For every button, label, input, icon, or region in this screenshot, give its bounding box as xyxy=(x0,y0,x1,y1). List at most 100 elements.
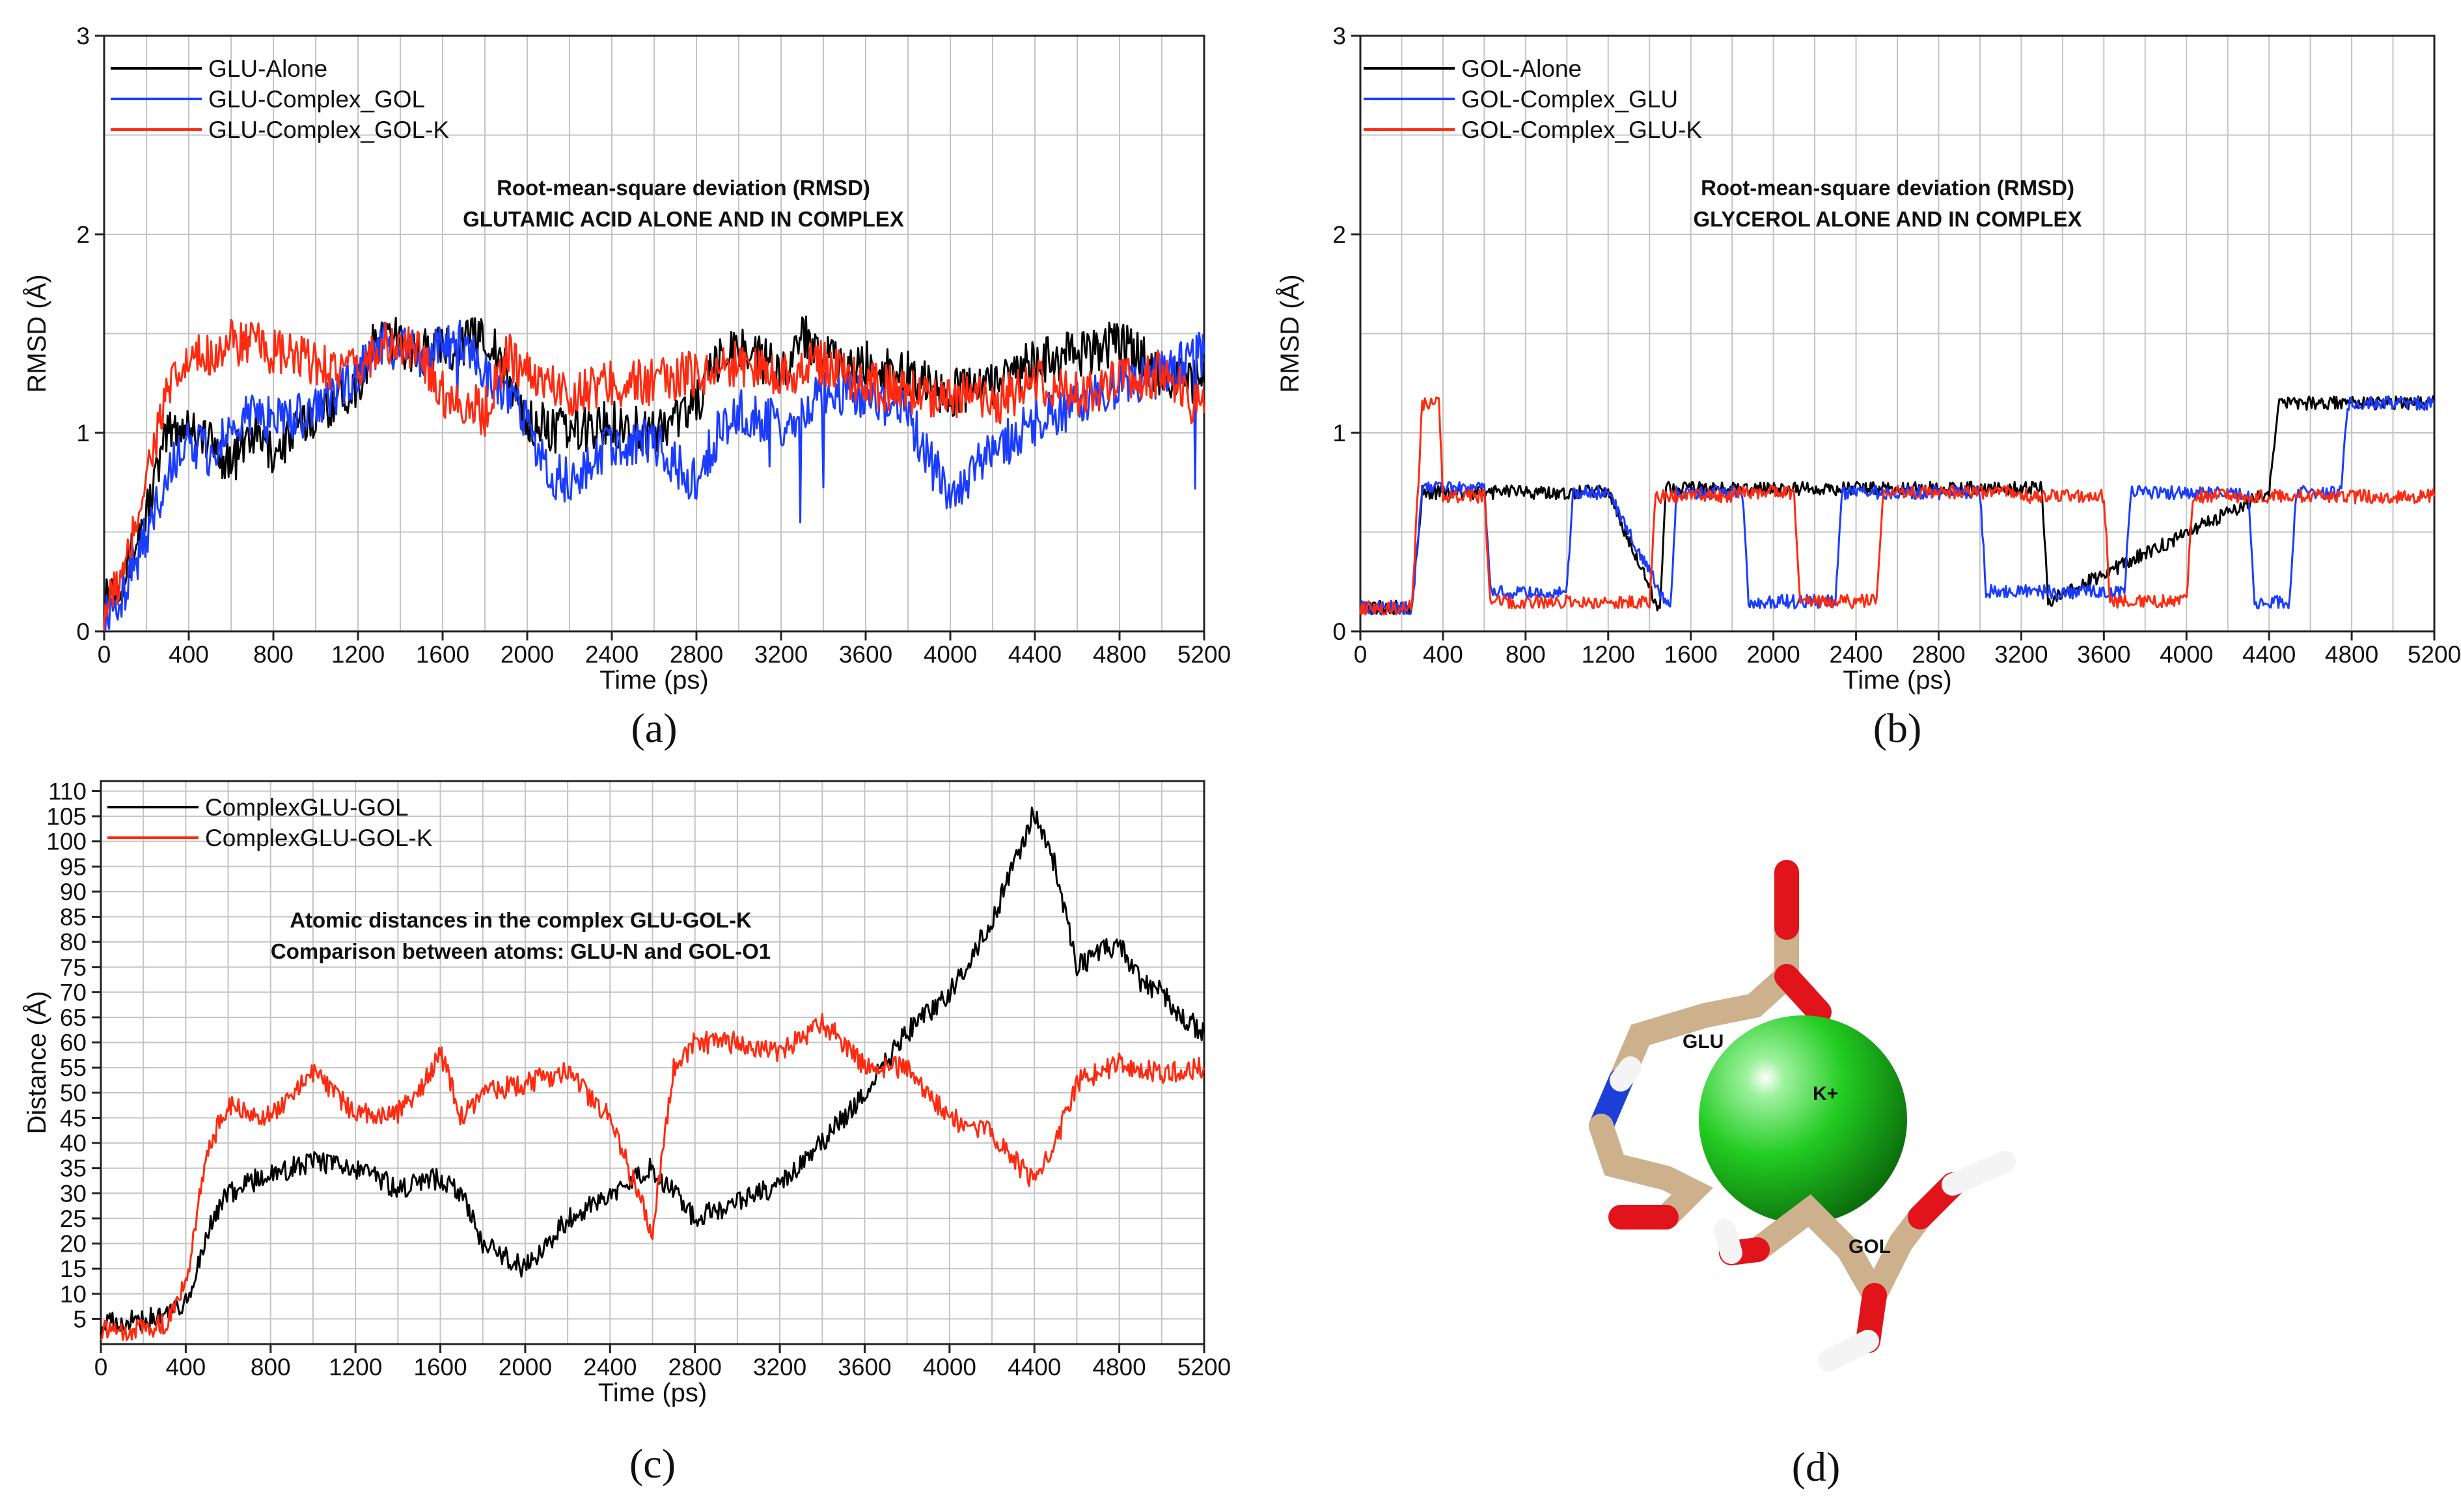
x-tick-label: 4800 xyxy=(1092,1354,1146,1381)
gol-hydrogen-right xyxy=(1942,1151,2016,1196)
y-tick-label: 40 xyxy=(60,1130,87,1157)
panel-label-b: (b) xyxy=(1873,705,1922,751)
y-tick-label: 60 xyxy=(60,1030,87,1056)
x-tick-label: 2400 xyxy=(1829,641,1882,668)
y-tick-label: 110 xyxy=(48,778,87,804)
y-tick-label: 75 xyxy=(60,954,87,981)
y-tick-label: 105 xyxy=(46,803,87,830)
glu-label: GLU xyxy=(1683,1031,1724,1052)
chart-subtitle: GLUTAMIC ACID ALONE AND IN COMPLEX xyxy=(463,207,904,231)
y-tick-label: 50 xyxy=(60,1080,87,1107)
chart-subtitle: Comparison between atoms: GLU-N and GOL-… xyxy=(271,939,771,963)
legend-entry: GLU-Complex_GOL-K xyxy=(208,117,449,143)
legend-entry: ComplexGLU-GOL-K xyxy=(205,825,433,851)
x-tick-label: 1200 xyxy=(1582,641,1635,668)
y-tick-label: 65 xyxy=(60,1004,87,1031)
x-tick-label: 4400 xyxy=(2242,641,2296,668)
panel-label-c: (c) xyxy=(629,1440,676,1487)
x-tick-label: 2800 xyxy=(1912,641,1965,668)
x-tick-label: 400 xyxy=(166,1354,206,1381)
x-tick-label: 3200 xyxy=(1994,641,2048,668)
panel-c-atomic-distances: 0 400 800 1200 1600 2000 2400 2800 3200 3600 4000 4… xyxy=(22,778,1231,1487)
x-tick-label: 1200 xyxy=(329,1354,382,1381)
x-tick-label: 1600 xyxy=(413,1354,467,1381)
y-tick-label: 15 xyxy=(60,1256,87,1282)
chart-subtitle: GLYCEROL ALONE AND IN COMPLEX xyxy=(1693,207,2082,231)
y-tick-label: 0 xyxy=(1332,618,1346,645)
plot-frame xyxy=(100,780,1205,1345)
y-tick-label: 2 xyxy=(1332,221,1346,248)
y-tick-label: 1 xyxy=(76,420,90,447)
x-axis-label: Time (ps) xyxy=(1843,666,1951,694)
y-tick-label: 80 xyxy=(60,929,87,955)
x-axis-label: Time (ps) xyxy=(598,1379,707,1407)
glu-amine-hydrogen xyxy=(1610,1056,1642,1092)
x-tick-label: 4000 xyxy=(923,1354,976,1381)
x-tick-label: 3200 xyxy=(754,641,808,668)
panel-b-rmsd-glycerol: 0 400 800 1200 1600 2000 2400 2800 3200 3600 4000 4… xyxy=(1275,23,2461,751)
legend-entry: GLU-Complex_GOL xyxy=(208,86,425,113)
potassium-ion-sphere xyxy=(1699,1015,1907,1224)
glu-molecule xyxy=(1589,860,1832,1230)
legend-entry: GOL-Complex_GLU-K xyxy=(1461,117,1702,143)
x-tick-label: 2400 xyxy=(585,641,639,668)
plot-frame xyxy=(103,34,1205,633)
x-tick-label: 0 xyxy=(1354,641,1368,668)
x-tick-label: 400 xyxy=(169,641,209,668)
x-tick-label: 3600 xyxy=(2077,641,2130,668)
potassium-label: K+ xyxy=(1813,1083,1838,1105)
x-tick-label: 1600 xyxy=(1664,641,1718,668)
y-axis-label: RMSD (Å) xyxy=(1275,274,1304,392)
x-axis-label: Time (ps) xyxy=(599,666,708,694)
x-tick-label: 800 xyxy=(251,1354,291,1381)
x-tick-label: 2800 xyxy=(670,641,723,668)
y-tick-label: 25 xyxy=(60,1205,87,1232)
plot-frame xyxy=(1359,34,2436,633)
legend-entry: ComplexGLU-GOL xyxy=(205,794,409,821)
x-tick-label: 2000 xyxy=(1746,641,1800,668)
gol-molecule xyxy=(1714,1151,2016,1371)
y-tick-label: 10 xyxy=(60,1281,87,1308)
x-tick-label: 4800 xyxy=(2325,641,2378,668)
x-tick-label: 4800 xyxy=(1093,641,1146,668)
legend-entry: GLU-Alone xyxy=(208,55,327,82)
glu-lower-chain xyxy=(1589,1114,1714,1230)
y-tick-label: 2 xyxy=(76,221,90,248)
x-tick-label: 4000 xyxy=(2160,641,2213,668)
panel-label-d: (d) xyxy=(1792,1444,1841,1490)
legend-entry: GOL-Alone xyxy=(1461,55,1582,82)
x-tick-label: 4000 xyxy=(924,641,977,668)
x-tick-label: 1200 xyxy=(331,641,385,668)
y-tick-label: 90 xyxy=(60,879,87,905)
x-tick-label: 4400 xyxy=(1008,1354,1061,1381)
x-tick-label: 800 xyxy=(253,641,294,668)
gol-label: GOL xyxy=(1849,1236,1891,1258)
gol-hydrogen-bottom xyxy=(1818,1330,1879,1371)
gol-hydrogen-left xyxy=(1714,1219,1742,1264)
x-tick-label: 4400 xyxy=(1008,641,1062,668)
series-line-gol-complex-glu-k xyxy=(1359,396,2436,616)
series-line-glu-complex-gol xyxy=(104,320,1205,631)
x-tick-label: 1600 xyxy=(416,641,469,668)
chart-title: Atomic distances in the complex GLU-GOL-… xyxy=(290,908,752,932)
x-tick-label: 3600 xyxy=(838,1354,891,1381)
y-tick-label: 85 xyxy=(60,904,87,931)
y-tick-label: 20 xyxy=(60,1231,87,1258)
y-tick-label: 5 xyxy=(73,1306,87,1332)
series-line-complexglu-gol xyxy=(100,806,1205,1335)
y-axis-label: RMSD (Å) xyxy=(22,274,51,392)
y-tick-label: 95 xyxy=(60,853,87,880)
y-tick-label: 100 xyxy=(46,829,87,855)
y-tick-label: 3 xyxy=(76,23,90,49)
x-tick-label: 5200 xyxy=(2408,641,2461,668)
panel-a-rmsd-glutamic-acid: 0 400 800 1200 1600 2000 2400 2800 3200 3600 4000 4… xyxy=(22,23,1231,751)
series-line-complexglu-gol-k xyxy=(100,1013,1205,1341)
x-tick-label: 3600 xyxy=(839,641,892,668)
glu-carboxyl-oxygen-side xyxy=(1774,964,1832,1024)
chart-title: Root-mean-square deviation (RMSD) xyxy=(497,176,870,200)
y-tick-label: 30 xyxy=(60,1180,87,1207)
y-tick-label: 45 xyxy=(60,1105,87,1131)
y-tick-label: 1 xyxy=(1332,420,1346,447)
panel-d-molecule-illustration: GLU K+ GOL (d) xyxy=(1589,860,2016,1490)
